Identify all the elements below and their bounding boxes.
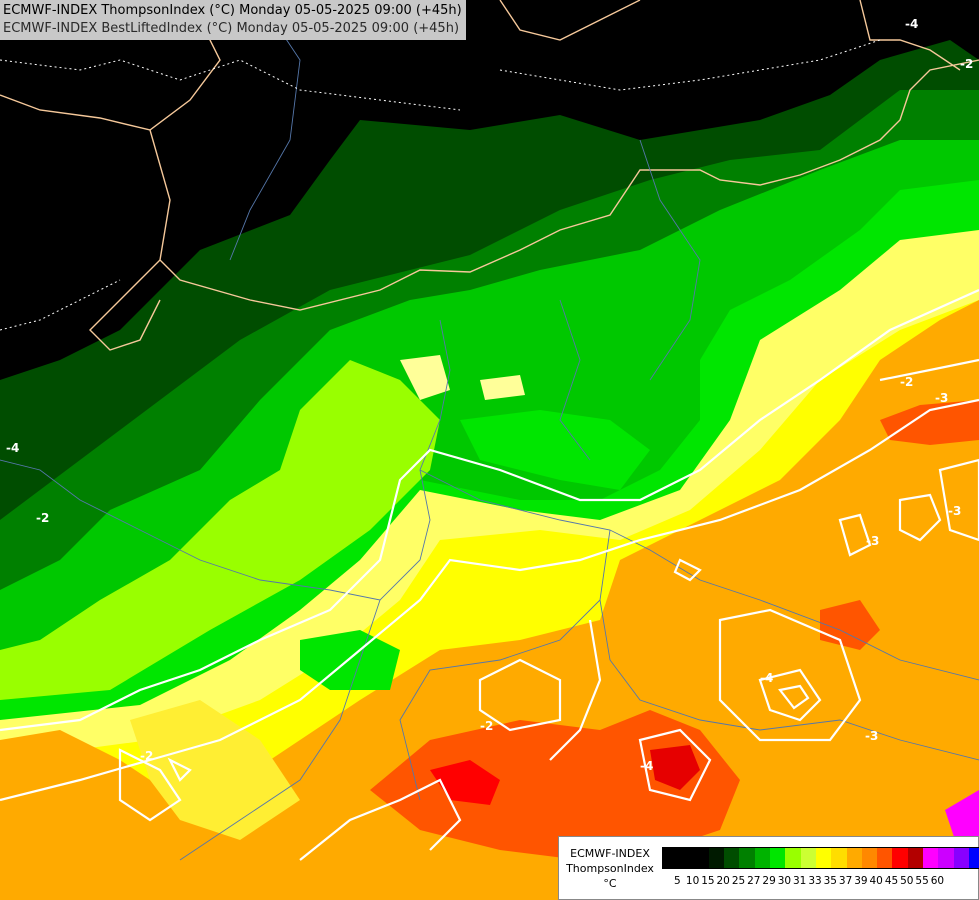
legend-swatch bbox=[907, 848, 924, 868]
legend-swatch bbox=[923, 848, 939, 868]
legend-model: ECMWF-INDEX bbox=[570, 847, 650, 860]
legend-swatch bbox=[846, 848, 862, 868]
legend-tick-label: 25 bbox=[731, 875, 746, 887]
contour-label: -4 bbox=[905, 17, 918, 31]
legend-tick-label: 35 bbox=[823, 875, 837, 887]
legend-swatch bbox=[739, 848, 755, 868]
legend-swatch bbox=[785, 848, 801, 868]
title-best-lifted-index: ECMWF-INDEX BestLiftedIndex (°C) Monday … bbox=[3, 21, 460, 36]
contour-label: -2 bbox=[960, 57, 973, 71]
legend-swatch bbox=[938, 848, 954, 868]
contour-label: -4 bbox=[640, 759, 653, 773]
contour-label: -3 bbox=[935, 391, 948, 405]
legend-tick-label: 29 bbox=[762, 875, 776, 887]
legend-swatch bbox=[708, 848, 725, 868]
legend-swatch bbox=[877, 848, 893, 868]
contour-label: -2 bbox=[140, 749, 153, 763]
legend-swatch bbox=[724, 848, 740, 868]
legend-tick-label: 40 bbox=[869, 875, 883, 887]
lifted-index-contours bbox=[0, 288, 979, 861]
legend-tick-label: 45 bbox=[884, 875, 899, 887]
legend-tick-label: 37 bbox=[838, 875, 853, 887]
legend-tick-label: 31 bbox=[793, 875, 807, 887]
band-green-pocket-2 bbox=[460, 410, 650, 490]
contour-label: -3 bbox=[866, 534, 879, 548]
band-green-pocket bbox=[300, 630, 400, 690]
legend-swatch bbox=[693, 848, 709, 868]
band-orange bbox=[0, 300, 979, 900]
legend-label: ECMWF-INDEX ThompsonIndex °C bbox=[562, 846, 658, 891]
legend-swatch bbox=[861, 848, 878, 868]
contour-labels: -4 -2 -2 -2 -2 -2 -3 -3 -3 -3 -4 -4 -4 bbox=[6, 17, 973, 773]
band-pale-pocket bbox=[400, 355, 450, 400]
dotted-contours bbox=[0, 39, 881, 331]
contour-label: -3 bbox=[948, 504, 961, 518]
legend-tick-label: 50 bbox=[900, 875, 914, 887]
internal-borders bbox=[0, 0, 979, 861]
contour-label: -3 bbox=[865, 729, 878, 743]
legend-swatch bbox=[678, 848, 694, 868]
legend-swatch bbox=[968, 848, 979, 868]
legend-tick-label: 60 bbox=[930, 875, 945, 887]
legend-tick-label: 27 bbox=[747, 875, 761, 887]
legend-swatch bbox=[754, 848, 771, 868]
contour-label: -4 bbox=[760, 671, 773, 685]
legend-tick-label: 15 bbox=[701, 875, 715, 887]
map-title-bar: ECMWF-INDEX ThompsonIndex (°C) Monday 05… bbox=[0, 0, 466, 40]
legend-tick-label: 10 bbox=[685, 875, 700, 887]
band-dark-orange-east bbox=[880, 400, 979, 445]
legend-swatch bbox=[953, 848, 969, 868]
contour-label: -2 bbox=[36, 511, 49, 525]
legend-tick-label: 5 bbox=[673, 875, 681, 887]
band-red-2 bbox=[650, 745, 700, 790]
legend-tick-label: 55 bbox=[915, 875, 929, 887]
band-dark-orange bbox=[370, 710, 740, 860]
contour-label: -2 bbox=[900, 375, 913, 389]
legend-tick-label: 39 bbox=[854, 875, 868, 887]
legend-parameter: ThompsonIndex bbox=[566, 862, 654, 875]
legend-swatch bbox=[831, 848, 847, 868]
contour-label: -4 bbox=[6, 441, 19, 455]
legend-swatch bbox=[800, 848, 816, 868]
band-magenta bbox=[945, 790, 979, 850]
color-legend: ECMWF-INDEX ThompsonIndex °C 5 10 15 20 25 27… bbox=[558, 836, 979, 900]
legend-unit: °C bbox=[603, 877, 617, 890]
legend-swatch bbox=[815, 848, 832, 868]
legend-tick-label: 20 bbox=[716, 875, 730, 887]
legend-swatch bbox=[892, 848, 908, 868]
legend-tick-labels: 5 10 15 20 25 27 29 30 31 33 35 37 39 40 45 50 55 60 bbox=[662, 875, 979, 889]
legend-tick-label: 33 bbox=[808, 875, 822, 887]
band-yellow-green bbox=[0, 360, 440, 700]
legend-swatch bbox=[663, 848, 679, 868]
legend-color-bar bbox=[662, 847, 979, 869]
legend-tick-label: 30 bbox=[777, 875, 792, 887]
contour-label: -2 bbox=[480, 719, 493, 733]
legend-swatch bbox=[770, 848, 786, 868]
band-pale-pocket-2 bbox=[480, 375, 525, 400]
title-thompson-index: ECMWF-INDEX ThompsonIndex (°C) Monday 05… bbox=[3, 3, 462, 18]
